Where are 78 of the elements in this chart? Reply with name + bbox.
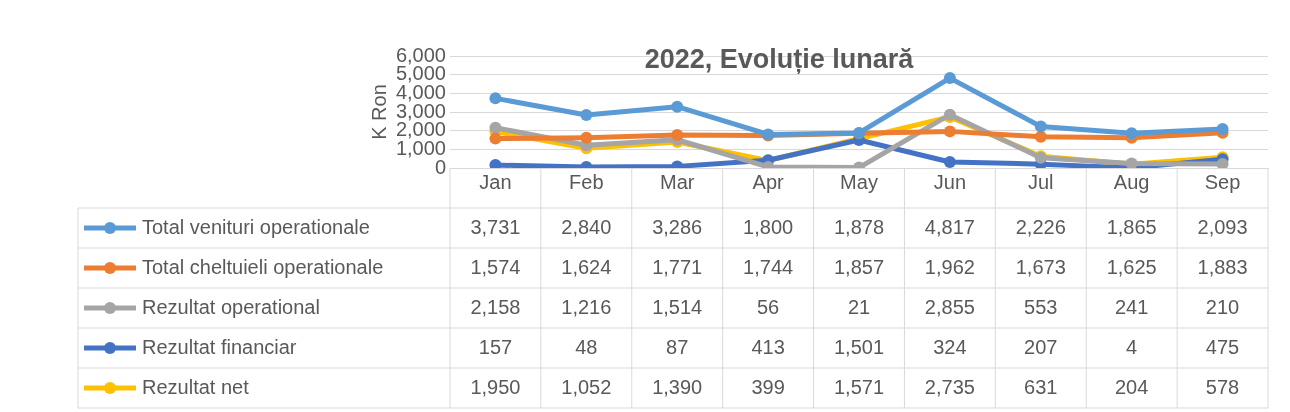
- legend-label: Total cheltuieli operationale: [142, 255, 384, 278]
- legend-label: Rezultat operational: [142, 295, 320, 318]
- data-label: 631: [1024, 375, 1058, 398]
- data-label: 2,158: [470, 295, 521, 318]
- data-label: 2,093: [1197, 215, 1248, 238]
- point: [1125, 127, 1138, 140]
- data-label: 2,855: [924, 295, 975, 318]
- data-label: 1,571: [833, 375, 885, 398]
- data-label: 578: [1205, 375, 1240, 398]
- data-label: 204: [1114, 375, 1149, 398]
- point: [489, 132, 502, 145]
- data-label: 48: [575, 335, 598, 358]
- x-tick-label: Mar: [660, 170, 695, 193]
- data-label: 553: [1024, 295, 1058, 318]
- data-label: 324: [933, 335, 967, 358]
- point: [489, 92, 502, 105]
- y-axis-title: K Ron: [367, 84, 390, 140]
- data-label: 1,771: [652, 255, 703, 278]
- point: [943, 72, 956, 85]
- y-tick-label: 0: [434, 155, 446, 178]
- data-label: 1,865: [1106, 215, 1157, 238]
- x-tick-label: Feb: [569, 170, 604, 193]
- data-label: 56: [756, 295, 780, 318]
- data-label: 1,390: [652, 375, 703, 398]
- data-label: 1,501: [833, 335, 885, 358]
- point: [1216, 122, 1229, 135]
- data-label: 1,216: [561, 295, 612, 318]
- point: [671, 128, 684, 141]
- data-label: 1,883: [1197, 255, 1248, 278]
- point: [489, 121, 502, 134]
- data-label: 1,950: [470, 375, 521, 398]
- chart-title: 2022, Evoluție lunară: [644, 44, 915, 75]
- data-label: 3,731: [470, 215, 521, 238]
- x-tick-label: Jan: [479, 170, 512, 193]
- data-label: 1,962: [924, 255, 975, 278]
- data-label: 1,514: [652, 295, 703, 318]
- data-label: 87: [666, 335, 689, 358]
- x-tick-label: Jun: [933, 170, 967, 193]
- data-label: 1,878: [833, 215, 885, 238]
- data-label: 241: [1114, 295, 1149, 318]
- point: [943, 125, 956, 138]
- legend-label: Total venituri operationale: [142, 215, 370, 238]
- data-label: 2,840: [561, 215, 612, 238]
- point: [580, 108, 593, 121]
- x-tick-label: Sep: [1204, 170, 1241, 193]
- data-label: 1,625: [1106, 255, 1157, 278]
- legend-label: Rezultat financiar: [142, 335, 297, 358]
- data-label: 2,735: [924, 375, 975, 398]
- data-label: 3,286: [652, 215, 703, 238]
- data-label: 1,744: [743, 255, 794, 278]
- data-label: 2,226: [1015, 215, 1066, 238]
- data-label: 475: [1205, 335, 1240, 358]
- data-label: 399: [751, 375, 785, 398]
- data-label: 1,574: [470, 255, 521, 278]
- point: [671, 100, 684, 113]
- data-label: 1,857: [833, 255, 885, 278]
- data-label: 413: [751, 335, 785, 358]
- data-label: 21: [847, 295, 871, 318]
- data-label: 4,817: [924, 215, 975, 238]
- data-label: 1,052: [561, 375, 612, 398]
- data-label: 157: [478, 335, 513, 358]
- x-tick-label: Aug: [1113, 170, 1150, 193]
- data-label: 207: [1024, 335, 1058, 358]
- data-label: 210: [1205, 295, 1240, 318]
- y-tick-label: 6,000: [395, 43, 446, 66]
- x-tick-label: Jul: [1027, 170, 1054, 193]
- point: [1034, 120, 1047, 133]
- point: [580, 131, 593, 144]
- point: [1034, 130, 1047, 143]
- data-label: 4: [1126, 335, 1138, 358]
- point: [943, 155, 956, 168]
- data-label: 1,800: [743, 215, 794, 238]
- data-label: 1,673: [1015, 255, 1066, 278]
- legend-label: Rezultat net: [142, 375, 250, 398]
- data-label: 1,624: [561, 255, 612, 278]
- x-tick-label: Apr: [752, 170, 785, 193]
- x-tick-label: May: [840, 170, 878, 193]
- point: [1216, 158, 1229, 168]
